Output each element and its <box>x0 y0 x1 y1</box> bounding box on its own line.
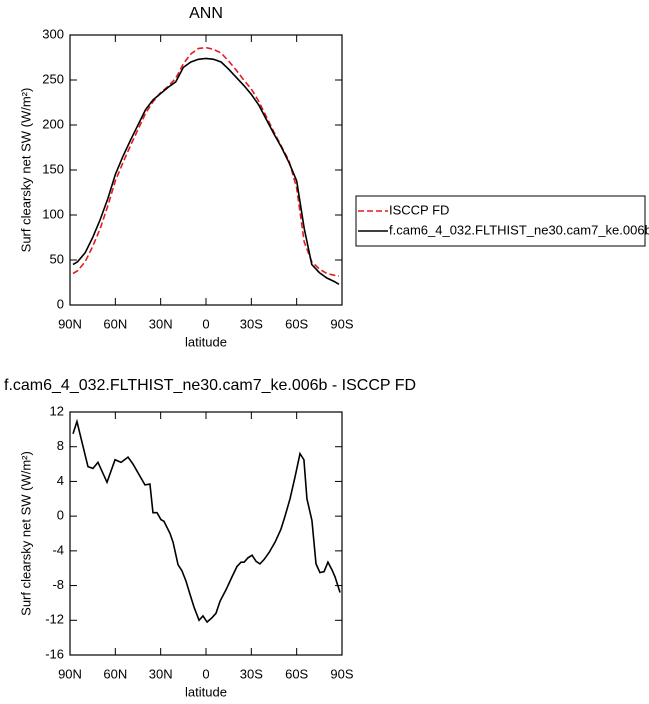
x-tick-label: 90N <box>58 666 82 681</box>
y-tick-label: 50 <box>50 251 64 266</box>
legend-box <box>355 195 646 247</box>
x-tick-label: 90N <box>58 316 82 331</box>
y-tick-label: 12 <box>50 403 64 418</box>
x-tick-label: 60S <box>285 666 308 681</box>
chart-title: f.cam6_4_032.FLTHIST_ne30.cam7_ke.006b -… <box>4 377 416 394</box>
plot-frame <box>69 411 343 656</box>
x-tick-label: 90S <box>330 666 353 681</box>
y-tick-label: -4 <box>52 542 64 557</box>
x-axis-label: latitude <box>185 684 227 699</box>
x-tick-label: 60N <box>103 666 127 681</box>
data-line <box>72 418 341 624</box>
y-tick-label: 4 <box>57 473 64 488</box>
data-line <box>72 57 340 285</box>
chart-title: ANN <box>189 5 223 22</box>
y-axis-label: Surf clearsky net SW (W/m²) <box>18 451 33 616</box>
x-tick-label: 60S <box>285 316 308 331</box>
y-tick-label: 150 <box>42 161 64 176</box>
x-tick-label: 0 <box>202 666 209 681</box>
y-tick-label: -12 <box>45 612 64 627</box>
x-tick-label: 30S <box>240 666 263 681</box>
x-axis-label: latitude <box>185 334 227 349</box>
y-tick-label: -16 <box>45 646 64 661</box>
legend-label: ISCCP FD <box>389 202 449 217</box>
plot-frame <box>69 34 343 306</box>
y-tick-label: 100 <box>42 206 64 221</box>
x-tick-label: 0 <box>202 316 209 331</box>
legend-label: f.cam6_4_032.FLTHIST_ne30.cam7_ke.006b <box>389 222 649 237</box>
y-tick-label: 0 <box>57 508 64 523</box>
x-tick-label: 60N <box>103 316 127 331</box>
y-tick-label: 0 <box>57 296 64 311</box>
y-tick-label: 250 <box>42 71 64 86</box>
x-tick-label: 30N <box>149 666 173 681</box>
x-tick-label: 30N <box>149 316 173 331</box>
x-tick-label: 90S <box>330 316 353 331</box>
y-tick-label: 300 <box>42 26 64 41</box>
y-tick-label: 8 <box>57 438 64 453</box>
data-line <box>72 46 340 277</box>
y-tick-label: 200 <box>42 116 64 131</box>
y-tick-label: -8 <box>52 577 64 592</box>
x-tick-label: 30S <box>240 316 263 331</box>
y-axis-label: Surf clearsky net SW (W/m²) <box>18 88 33 253</box>
